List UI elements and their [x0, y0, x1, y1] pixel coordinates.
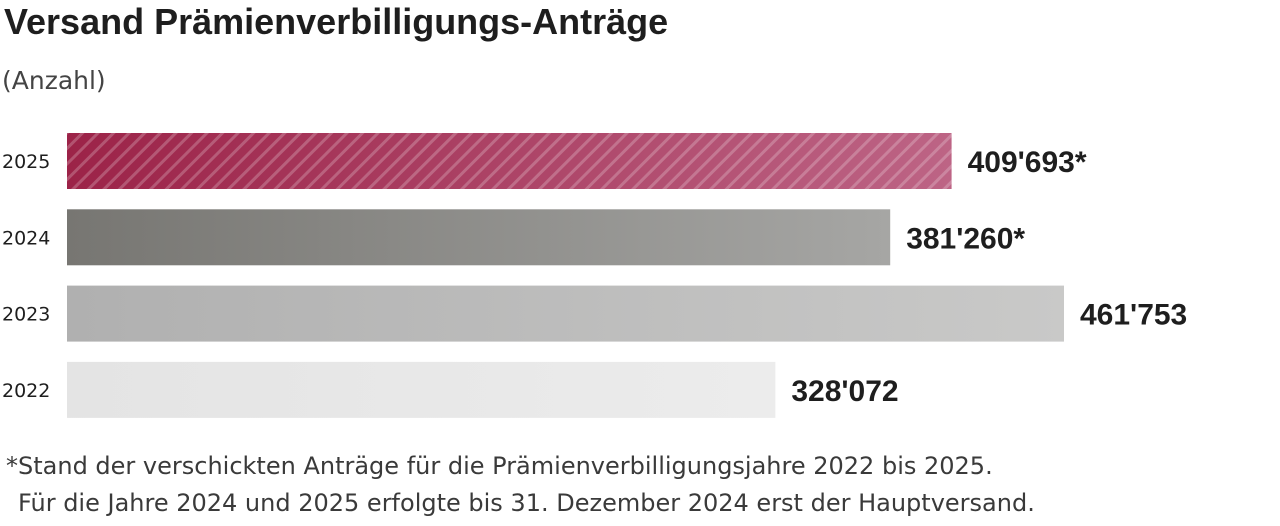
footnote-line-2: Für die Jahre 2024 und 2025 erfolgte bis… [18, 489, 1035, 517]
footnote-line-1: *Stand der verschickten Anträge für die … [6, 452, 993, 480]
chart-title: Versand Prämienverbilligungs-Anträge [4, 1, 669, 42]
category-label-2024: 2024 [2, 227, 50, 249]
bar-2022 [67, 361, 776, 418]
category-label-2023: 2023 [2, 304, 50, 326]
value-label-2023: 461'753 [1080, 299, 1187, 332]
category-label-2025: 2025 [2, 151, 50, 173]
value-label-2025: 409'693* [968, 146, 1087, 179]
bar-hatch-2025 [67, 133, 952, 189]
value-label-2022: 328'072 [791, 375, 898, 408]
footnote: *Stand der verschickten Anträge für die … [6, 448, 1035, 522]
bar-chart: 2025 409'693* 2024 381'260* 2023 461'753 2022 3… [2, 133, 1187, 418]
chart-subtitle: (Anzahl) [2, 66, 106, 95]
bar-2024 [67, 209, 891, 266]
category-label-2022: 2022 [2, 380, 50, 402]
value-label-2024: 381'260* [906, 222, 1025, 255]
bar-2023 [67, 285, 1064, 342]
